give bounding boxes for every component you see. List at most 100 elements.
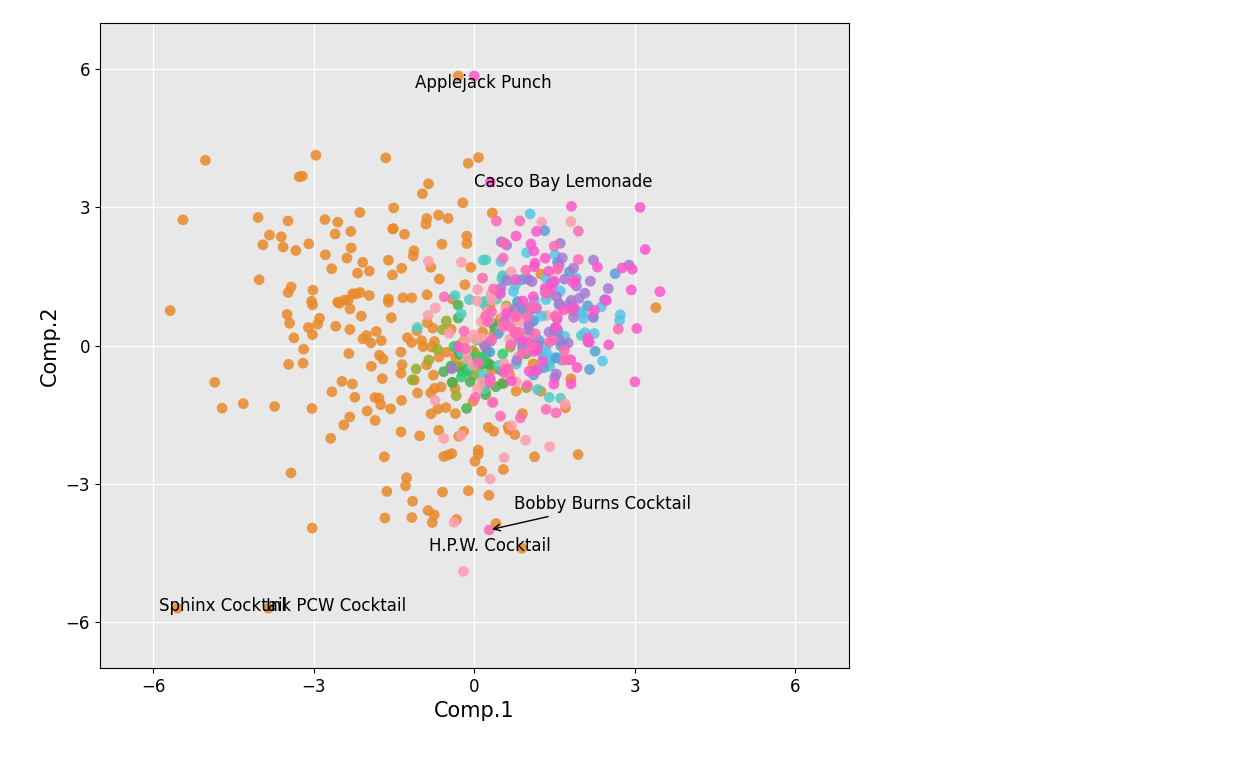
Point: [482, 333, 502, 346]
Point: [493, 252, 513, 264]
Point: [514, 303, 534, 316]
Point: [473, 358, 493, 370]
Point: [525, 328, 545, 340]
Text: Ink PCW Cocktail: Ink PCW Cocktail: [266, 598, 406, 615]
Point: [403, 250, 423, 262]
Point: [428, 343, 448, 356]
Point: [372, 335, 392, 347]
Point: [478, 316, 498, 328]
Text: Bobby Burns Cocktail: Bobby Burns Cocktail: [493, 495, 691, 531]
Point: [515, 264, 535, 276]
Point: [525, 365, 545, 377]
Point: [494, 237, 514, 249]
Point: [539, 356, 559, 368]
Point: [524, 369, 544, 381]
Point: [457, 237, 477, 250]
Point: [404, 244, 424, 257]
Point: [594, 293, 614, 306]
Point: [559, 354, 579, 366]
Point: [527, 364, 547, 376]
Point: [341, 242, 361, 254]
Point: [554, 344, 574, 356]
Point: [362, 360, 382, 372]
Point: [547, 290, 567, 303]
Point: [490, 287, 510, 300]
Point: [502, 339, 522, 351]
Point: [477, 346, 497, 358]
Point: [328, 216, 348, 228]
X-axis label: Comp.1: Comp.1: [434, 701, 514, 721]
Point: [575, 326, 595, 339]
Point: [454, 279, 474, 291]
Point: [527, 344, 547, 356]
Point: [466, 455, 485, 468]
Point: [475, 310, 495, 323]
Point: [507, 358, 527, 370]
Point: [619, 259, 639, 271]
Point: [351, 310, 371, 323]
Point: [452, 346, 472, 358]
Point: [626, 323, 646, 335]
Point: [490, 255, 510, 267]
Point: [366, 415, 386, 427]
Point: [528, 339, 548, 352]
Point: [472, 376, 492, 389]
Point: [562, 200, 582, 213]
Point: [545, 322, 565, 334]
Point: [383, 223, 403, 235]
Point: [575, 287, 595, 300]
Point: [173, 214, 193, 226]
Point: [544, 325, 564, 337]
Point: [452, 308, 472, 320]
Point: [512, 316, 532, 328]
Point: [364, 392, 384, 404]
Point: [418, 255, 438, 267]
Point: [406, 362, 426, 375]
Point: [502, 375, 522, 387]
Point: [328, 296, 348, 308]
Point: [468, 151, 488, 164]
Point: [359, 265, 379, 277]
Point: [438, 449, 458, 461]
Point: [454, 348, 474, 360]
Point: [495, 302, 515, 314]
Text: H.P.W. Cocktail: H.P.W. Cocktail: [429, 538, 550, 555]
Point: [562, 378, 582, 390]
Point: [519, 327, 539, 339]
Point: [545, 310, 565, 323]
Point: [293, 357, 313, 369]
Point: [431, 381, 451, 393]
Point: [513, 295, 533, 307]
Point: [547, 368, 567, 380]
Point: [433, 486, 453, 498]
Point: [423, 369, 443, 381]
Point: [507, 376, 527, 388]
Point: [280, 317, 300, 329]
Point: [341, 225, 361, 237]
Point: [167, 602, 187, 614]
Point: [472, 333, 492, 345]
Point: [418, 310, 438, 322]
Point: [518, 308, 538, 320]
Point: [525, 257, 545, 270]
Point: [539, 391, 559, 403]
Point: [567, 361, 587, 373]
Point: [508, 295, 528, 307]
Point: [454, 325, 474, 337]
Point: [468, 383, 488, 396]
Point: [353, 333, 373, 345]
Point: [482, 306, 502, 318]
Point: [468, 356, 488, 369]
Point: [545, 352, 565, 364]
Point: [381, 402, 401, 415]
Point: [513, 408, 533, 420]
Point: [535, 293, 555, 306]
Point: [472, 465, 492, 478]
Point: [530, 268, 550, 280]
Point: [472, 316, 492, 328]
Point: [482, 396, 502, 409]
Point: [473, 326, 493, 338]
Point: [374, 451, 394, 463]
Point: [378, 293, 398, 305]
Point: [403, 495, 423, 508]
